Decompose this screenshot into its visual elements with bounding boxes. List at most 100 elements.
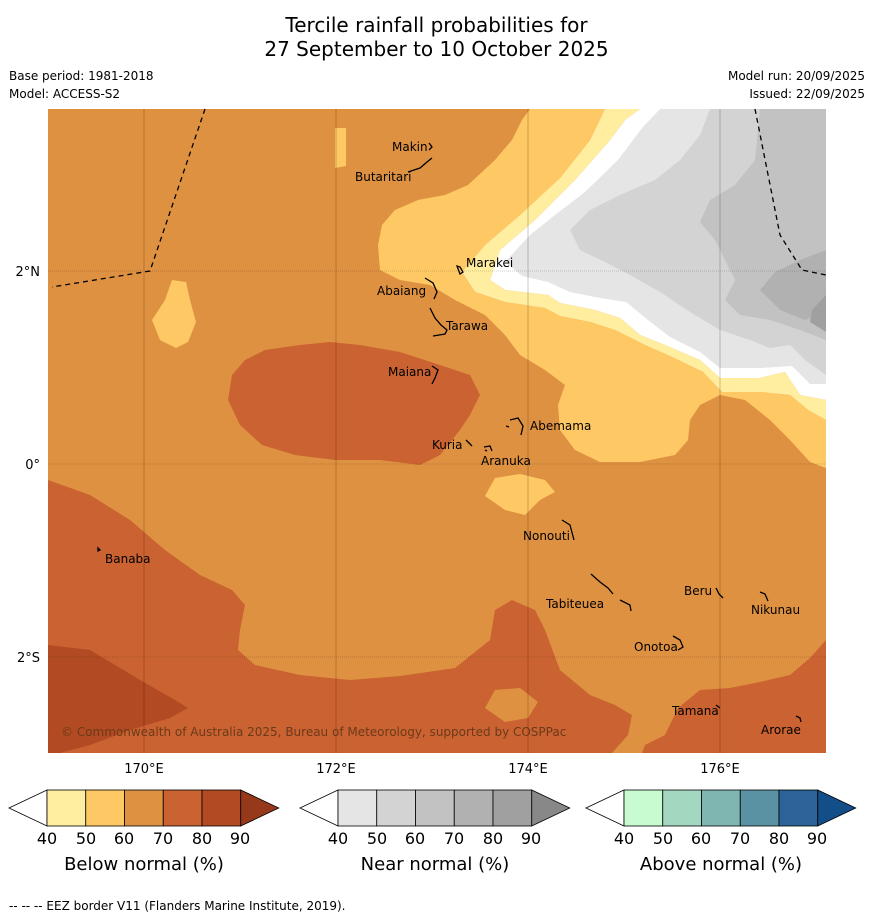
- cb-near-segment-4: [453, 789, 494, 827]
- cb-below-tick-70: 70: [152, 829, 174, 848]
- colorbar-near-label: Near normal (%): [360, 854, 510, 875]
- cb-above-tick-70: 70: [729, 829, 751, 848]
- cb-below-tick-90: 90: [229, 829, 251, 848]
- label-abemama: Abemama: [530, 419, 591, 433]
- cb-near-tick-90: 90: [520, 829, 542, 848]
- island-shape-butaritari: [407, 157, 433, 173]
- cb-near-tick-60: 60: [404, 829, 426, 848]
- cb-above-extend-high: [817, 789, 857, 827]
- island-shape-abaiang: [424, 277, 438, 300]
- island-shape-abemama: [505, 417, 524, 436]
- lon-label-174e: 174°E: [508, 762, 548, 777]
- eez-border-east: [754, 108, 827, 276]
- label-arorae: Arorae: [761, 723, 801, 737]
- label-nonouti: Nonouti: [523, 529, 570, 543]
- cb-near-tick-80: 80: [482, 829, 504, 848]
- label-onotoa: Onotoa: [634, 640, 678, 654]
- field-below-50-60-patch-3: [485, 474, 555, 515]
- cb-near-segment-2: [376, 789, 416, 827]
- island-shape-onotoa: [672, 635, 684, 651]
- island-shapes: [97, 142, 802, 723]
- field-below-80-90: [48, 645, 188, 753]
- island-shape-nonouti: [561, 519, 575, 541]
- title-line-2: 27 September to 10 October 2025: [264, 37, 609, 61]
- lon-label-170e: 170°E: [124, 762, 164, 777]
- island-shape-banaba: [97, 546, 102, 553]
- colorbar-above-normal: [585, 789, 857, 827]
- label-banaba: Banaba: [105, 552, 151, 566]
- island-labels: Makin Butaritari Marakei Abaiang Tarawa …: [105, 140, 801, 737]
- field-below-60-70-patch: [485, 688, 538, 722]
- field-below-70-80-south: [48, 480, 632, 753]
- cb-above-segment-3: [701, 789, 741, 827]
- colorbar-below-normal: [8, 789, 280, 827]
- field-below-50-60-patch-1: [335, 128, 346, 168]
- cb-below-extend-low: [8, 789, 48, 827]
- label-kuria: Kuria: [432, 438, 463, 452]
- colorbar-near-normal: [299, 789, 571, 827]
- field-below-50-60: [378, 109, 826, 468]
- cb-above-tick-80: 80: [768, 829, 790, 848]
- model-run: Model run: 20/09/2025: [727, 69, 865, 83]
- label-marakei: Marakei: [466, 256, 513, 270]
- cb-below-segment-1: [46, 789, 87, 827]
- cb-above-tick-50: 50: [652, 829, 674, 848]
- island-shape-arorae: [795, 715, 802, 723]
- cb-near-extend-high: [531, 789, 571, 827]
- cb-below-segment-3: [124, 789, 164, 827]
- label-makin: Makin: [392, 140, 428, 154]
- lat-label-2s: 2°S: [17, 651, 40, 666]
- issued-date: Issued: 22/09/2025: [749, 87, 865, 101]
- eez-footnote: -- -- -- EEZ border V11 (Flanders Marine…: [9, 899, 346, 913]
- label-abaiang: Abaiang: [377, 284, 426, 298]
- eez-borders: [51, 108, 827, 288]
- cb-above-tick-60: 60: [690, 829, 712, 848]
- label-maiana: Maiana: [388, 365, 431, 379]
- axis-labels: 170°E 172°E 174°E 176°E 2°N 0° 2°S: [16, 265, 740, 777]
- field-near-70-80: [760, 250, 826, 320]
- cb-near-tick-70: 70: [443, 829, 465, 848]
- island-shape-kuria: [465, 439, 473, 447]
- cb-below-tick-60: 60: [113, 829, 135, 848]
- cb-above-segment-5: [778, 789, 819, 827]
- island-shape-tarawa: [429, 307, 448, 337]
- cb-near-segment-5: [492, 789, 533, 827]
- cb-near-extend-low: [299, 789, 339, 827]
- lat-label-2n: 2°N: [16, 265, 41, 280]
- model-name: Model: ACCESS-S2: [9, 87, 121, 101]
- cb-below-extend-high: [240, 789, 280, 827]
- label-tamana: Tamana: [671, 704, 719, 718]
- colorbar-below-label: Below normal (%): [64, 854, 224, 875]
- cb-below-segment-4: [162, 789, 203, 827]
- cb-below-segment-5: [201, 789, 242, 827]
- cb-above-extend-low: [585, 789, 625, 827]
- field-below-70-80-southeast: [642, 640, 826, 753]
- cb-below-tick-80: 80: [191, 829, 213, 848]
- cb-below-tick-50: 50: [75, 829, 97, 848]
- lon-label-172e: 172°E: [316, 762, 356, 777]
- colorbar-above-label: Above normal (%): [639, 854, 803, 875]
- cb-near-segment-3: [415, 789, 455, 827]
- field-below-40-50-band: [462, 109, 826, 420]
- cb-near-segment-1: [337, 789, 378, 827]
- lat-label-0: 0°: [25, 458, 40, 473]
- label-aranuka: Aranuka: [481, 454, 531, 468]
- base-period: Base period: 1981-2018: [9, 69, 154, 83]
- copyright-notice: © Commonwealth of Australia 2025, Bureau…: [61, 725, 566, 739]
- cb-near-tick-40: 40: [327, 829, 349, 848]
- field-below-50-60-patch-2: [152, 280, 196, 348]
- cb-below-tick-40: 40: [36, 829, 58, 848]
- graticule: [48, 109, 826, 753]
- label-beru: Beru: [684, 584, 712, 598]
- title-line-1: Tercile rainfall probabilities for: [285, 13, 588, 37]
- cb-above-segment-4: [739, 789, 780, 827]
- cb-above-tick-90: 90: [806, 829, 828, 848]
- island-shape-tabiteuea: [590, 573, 632, 612]
- label-tarawa: Tarawa: [445, 319, 488, 333]
- cb-above-tick-40: 40: [613, 829, 635, 848]
- lon-label-176e: 176°E: [700, 762, 740, 777]
- island-shape-aranuka: [483, 445, 493, 452]
- cb-above-segment-1: [623, 789, 664, 827]
- island-shape-tamana: [715, 704, 721, 709]
- probability-fields: [48, 109, 826, 753]
